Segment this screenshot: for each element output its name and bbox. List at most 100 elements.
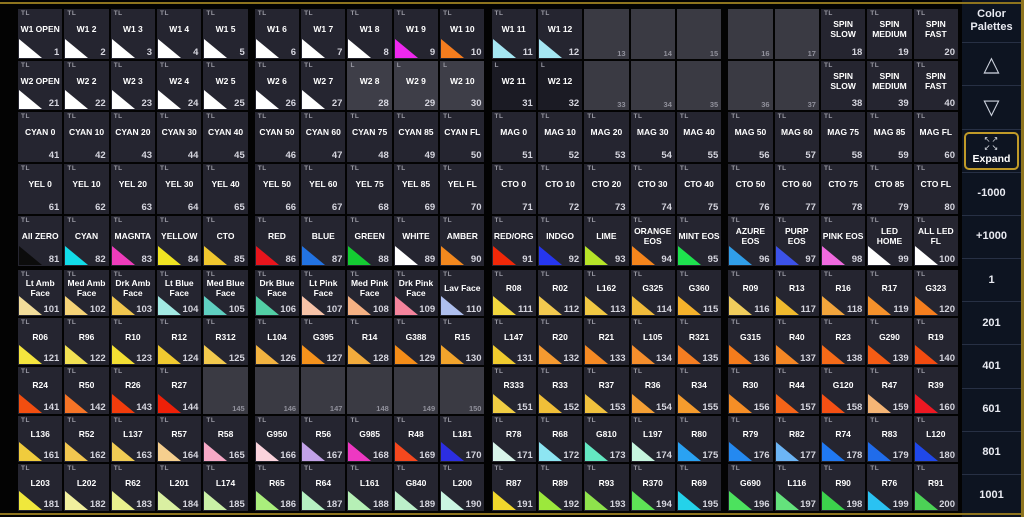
palette-cell[interactable]: TL L200 190 [440,464,485,511]
palette-cell[interactable]: TL YEL 60 67 [301,164,346,214]
palette-cell[interactable]: TL G985 168 [347,415,392,463]
palette-cell[interactable]: TL CYAN 20 43 [110,112,156,163]
palette-cell[interactable]: TL SPIN MEDIUM 39 [867,60,912,111]
palette-cell[interactable]: TL MINT EOS 95 [676,215,722,266]
palette-cell-empty[interactable]: 150 [440,366,485,414]
palette-cell[interactable]: TL R33 152 [537,366,583,414]
palette-cell[interactable]: TL R62 183 [110,464,156,511]
palette-cell[interactable]: TL G315 136 [728,318,773,365]
palette-cell-empty[interactable]: 148 [347,366,392,414]
palette-cell[interactable]: TL CTO 50 76 [728,164,773,214]
palette-cell[interactable]: TL R13 117 [774,269,819,317]
palette-cell[interactable]: TL R37 153 [584,366,629,414]
palette-cell[interactable]: TL Lav Face 110 [440,269,485,317]
page-jump-button[interactable]: 601 [962,389,1021,432]
palette-cell[interactable]: TL R15 130 [440,318,485,365]
palette-cell[interactable]: TL R34 155 [676,366,722,414]
palette-cell[interactable]: TL LIME 93 [584,215,629,266]
palette-cell[interactable]: TL L203 181 [18,464,63,511]
palette-cell[interactable]: TL L181 170 [440,415,485,463]
palette-cell[interactable]: TL CYAN 0 41 [18,112,63,163]
page-down-button[interactable]: ▽ [962,86,1021,130]
palette-cell[interactable]: TL R48 169 [393,415,439,463]
palette-cell[interactable]: TL RED/ORG 91 [491,215,536,266]
palette-cell[interactable]: TL W1 4 4 [157,9,202,59]
palette-cell[interactable]: TL G325 114 [630,269,675,317]
palette-cell[interactable]: L W2 12 32 [537,60,583,111]
palette-cell-empty[interactable]: 17 [774,9,819,59]
palette-cell[interactable]: TL R56 167 [301,415,346,463]
palette-cell[interactable]: TL W1 5 5 [203,9,248,59]
palette-cell[interactable]: TL MAG 30 54 [630,112,675,163]
palette-cell[interactable]: TL CTO 40 75 [676,164,722,214]
palette-cell[interactable]: TL MAG 10 52 [537,112,583,163]
palette-cell[interactable]: TL R64 187 [301,464,346,511]
palette-cell[interactable]: L W2 11 31 [491,60,536,111]
palette-cell[interactable]: TL YEL 50 66 [254,164,300,214]
palette-cell[interactable]: TL CYAN FL 50 [440,112,485,163]
palette-cell[interactable]: TL L161 188 [347,464,392,511]
palette-cell[interactable]: TL R26 143 [110,366,156,414]
palette-cell[interactable]: TL R321 135 [676,318,722,365]
palette-cell[interactable]: TL MAG 20 53 [584,112,629,163]
palette-cell[interactable]: TL L116 197 [774,464,819,511]
palette-cell[interactable]: TL CYAN 60 47 [301,112,346,163]
page-jump-button[interactable]: +1000 [962,216,1021,260]
palette-cell[interactable]: TL Med Amb Face 102 [64,269,109,317]
palette-cell[interactable]: TL R74 178 [820,415,866,463]
palette-cell[interactable]: TL All ZERO 81 [18,215,63,266]
palette-cell[interactable]: TL R69 195 [676,464,722,511]
page-up-button[interactable]: △ [962,43,1021,87]
palette-cell[interactable]: TL R44 157 [774,366,819,414]
palette-cell[interactable]: TL W1 11 11 [491,9,536,59]
palette-cell[interactable]: TL Med Pink Face 108 [347,269,392,317]
palette-cell[interactable]: TL CTO 10 72 [537,164,583,214]
palette-cell[interactable]: TL R17 119 [867,269,912,317]
palette-cell-empty[interactable]: 36 [728,60,773,111]
palette-cell[interactable]: TL R47 159 [867,366,912,414]
palette-cell[interactable]: TL G323 120 [913,269,958,317]
palette-cell[interactable]: TL R68 172 [537,415,583,463]
palette-cell[interactable]: TL R27 144 [157,366,202,414]
palette-cell[interactable]: TL SPIN SLOW 18 [820,9,866,59]
palette-cell[interactable]: TL R10 123 [110,318,156,365]
palette-cell[interactable]: TL GREEN 88 [347,215,392,266]
palette-cell[interactable]: TL R79 176 [728,415,773,463]
palette-cell[interactable]: TL R91 200 [913,464,958,511]
palette-cell[interactable]: TL AMBER 90 [440,215,485,266]
palette-cell[interactable]: TL R14 128 [347,318,392,365]
palette-cell[interactable]: TL SPIN MEDIUM 19 [867,9,912,59]
palette-cell[interactable]: TL R90 198 [820,464,866,511]
palette-cell[interactable]: TL YEL 75 68 [347,164,392,214]
palette-cell[interactable]: TL CTO 0 71 [491,164,536,214]
palette-cell[interactable]: TL MAG 0 51 [491,112,536,163]
page-jump-button[interactable]: 401 [962,345,1021,389]
palette-cell[interactable]: TL L105 134 [630,318,675,365]
palette-cell[interactable]: TL MAG 50 56 [728,112,773,163]
palette-cell[interactable]: TL YELLOW 84 [157,215,202,266]
palette-cell-empty[interactable]: 13 [584,9,629,59]
palette-cell[interactable]: TL YEL 30 64 [157,164,202,214]
palette-cell[interactable]: TL AZURE EOS 96 [728,215,773,266]
palette-cell[interactable]: TL CTO 75 78 [820,164,866,214]
palette-cell[interactable]: TL R93 193 [584,464,629,511]
palette-cell[interactable]: TL Lt Blue Face 104 [157,269,202,317]
palette-cell[interactable]: TL R21 133 [584,318,629,365]
palette-cell[interactable]: TL WHITE 89 [393,215,439,266]
palette-cell[interactable]: TL R20 132 [537,318,583,365]
page-jump-button[interactable]: 1 [962,259,1021,303]
palette-cell[interactable]: TL YEL 40 65 [203,164,248,214]
palette-cell[interactable]: TL BLUE 87 [301,215,346,266]
palette-cell[interactable]: TL L162 113 [584,269,629,317]
palette-cell[interactable]: TL R57 164 [157,415,202,463]
page-jump-button[interactable]: -1000 [962,173,1021,216]
palette-cell[interactable]: TL R50 142 [64,366,109,414]
palette-cell[interactable]: TL L104 126 [254,318,300,365]
palette-cell[interactable]: TL G810 173 [584,415,629,463]
palette-cell-empty[interactable]: 149 [393,366,439,414]
palette-cell[interactable]: TL L201 184 [157,464,202,511]
palette-cell[interactable]: L W2 10 30 [440,60,485,111]
palette-cell[interactable]: TL CTO 85 [203,215,248,266]
palette-cell[interactable]: TL ORANGE EOS 94 [630,215,675,266]
palette-cell[interactable]: TL LED HOME 99 [867,215,912,266]
